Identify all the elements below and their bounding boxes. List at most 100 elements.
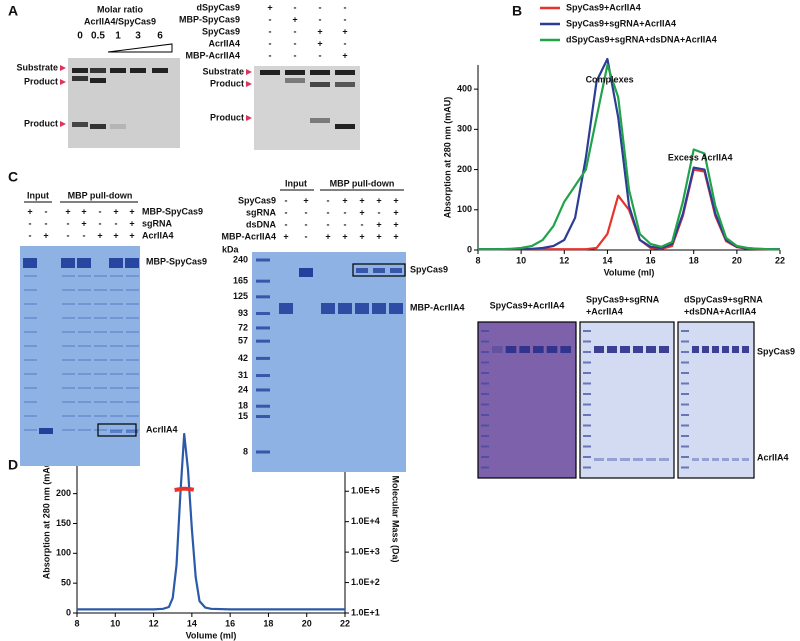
- x-tick-label: 22: [775, 255, 785, 265]
- row-label: sgRNA: [142, 218, 173, 228]
- gel-header: Molar ratio: [97, 4, 144, 14]
- smear: [62, 303, 75, 305]
- band: [519, 346, 530, 353]
- sign: -: [269, 26, 272, 36]
- x-tick-label: 14: [602, 255, 612, 265]
- x-tick-label: 12: [559, 255, 569, 265]
- ladder-band: [681, 435, 689, 437]
- sign: +: [43, 230, 48, 240]
- sign: +: [303, 195, 308, 205]
- legend-label: SpyCas9+sgRNA+AcrIIA4: [566, 18, 676, 28]
- band: [110, 430, 122, 433]
- band-label: SpyCas9: [757, 346, 795, 356]
- band: [712, 458, 719, 461]
- ladder-band: [681, 403, 689, 406]
- marker-arrow: [60, 79, 66, 85]
- sign: -: [305, 207, 308, 217]
- band: [732, 458, 739, 461]
- ladder-band: [481, 435, 489, 437]
- smear: [24, 345, 37, 347]
- sign: +: [65, 206, 70, 216]
- smear: [94, 331, 107, 333]
- sign: -: [344, 219, 347, 229]
- ladder-band: [583, 340, 591, 343]
- panel-label: A: [8, 3, 18, 19]
- band: [355, 303, 369, 314]
- band: [659, 458, 669, 461]
- smear: [94, 429, 107, 431]
- row-label: MBP-AcrIIA4: [221, 231, 276, 241]
- band: [560, 346, 571, 353]
- ladder-band: [583, 414, 591, 416]
- series-line: [174, 486, 195, 492]
- series-line: [77, 432, 345, 611]
- sign: -: [45, 206, 48, 216]
- axes: [477, 65, 780, 251]
- sign: -: [269, 38, 272, 48]
- smear: [62, 289, 75, 291]
- row-label: MBP-AcrIIA4: [185, 50, 240, 60]
- y-tick-label: 400: [457, 84, 472, 94]
- smear: [110, 373, 123, 375]
- smear: [126, 331, 139, 333]
- y-axis-label: Absorption at 280 nm (mAU): [442, 97, 452, 219]
- marker-label: 15: [238, 411, 248, 421]
- band: [742, 346, 749, 353]
- band-label: Substrate: [16, 62, 58, 72]
- band: [335, 124, 355, 129]
- marker-arrow: [60, 65, 66, 71]
- ladder-band: [583, 445, 591, 448]
- band: [633, 458, 643, 461]
- smear: [94, 373, 107, 375]
- row-label: sgRNA: [246, 207, 277, 217]
- band: [546, 346, 558, 353]
- ladder-band: [583, 435, 591, 437]
- ladder-band: [481, 382, 489, 385]
- gel: [477, 321, 577, 479]
- smear: [24, 331, 37, 333]
- sign: +: [359, 207, 364, 217]
- sign: +: [376, 195, 381, 205]
- ladder-band: [256, 258, 270, 262]
- sign: -: [99, 206, 102, 216]
- ladder-band: [583, 456, 591, 458]
- ladder-band: [681, 414, 689, 416]
- sign: +: [317, 26, 322, 36]
- ladder-band: [583, 424, 591, 427]
- ladder-band: [256, 415, 270, 419]
- sign: -: [29, 218, 32, 228]
- lane-label: 6: [157, 31, 163, 42]
- sign: -: [29, 230, 32, 240]
- sign: -: [305, 219, 308, 229]
- x-tick-label: 20: [732, 255, 742, 265]
- ladder-band: [481, 414, 489, 416]
- sign: +: [376, 219, 381, 229]
- ladder-band: [681, 393, 689, 395]
- marker-label: 31: [238, 370, 248, 380]
- x-tick-label: 18: [689, 255, 699, 265]
- ladder-band: [256, 388, 270, 392]
- smear: [126, 345, 139, 347]
- ladder-band: [256, 312, 270, 316]
- band: [505, 346, 517, 353]
- x-tick-label: 8: [475, 255, 480, 265]
- y-tick-label: 200: [56, 488, 71, 498]
- ladder-band: [481, 393, 489, 395]
- sign: -: [269, 50, 272, 60]
- sign: +: [393, 219, 398, 229]
- smear: [110, 401, 123, 403]
- y-tick-label: 300: [457, 124, 472, 134]
- ladder-band: [681, 372, 689, 374]
- ladder-band: [583, 372, 591, 374]
- gel-header: AcrIIA4/SpyCas9: [84, 16, 156, 26]
- smear: [94, 415, 107, 417]
- gel-header: SpyCas9+AcrIIA4: [490, 300, 565, 310]
- x-axis-label: Volume (ml): [604, 267, 655, 277]
- sign: +: [393, 231, 398, 241]
- x-tick-label: 14: [187, 618, 197, 628]
- band: [110, 124, 126, 129]
- sign: +: [129, 230, 134, 240]
- band: [335, 82, 355, 87]
- smear: [126, 289, 139, 291]
- band: [72, 76, 88, 81]
